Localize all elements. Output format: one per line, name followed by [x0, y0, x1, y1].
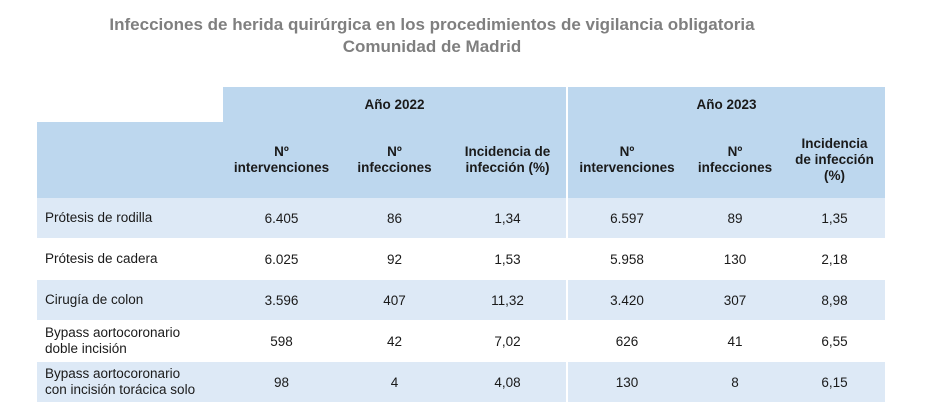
procedure-header [37, 122, 223, 198]
interventions-2023-cell: 5.958 [566, 238, 686, 280]
table-row: Bypass aortocoronario con incisión toráci… [37, 361, 885, 403]
col-header-text: intervenciones [233, 160, 330, 175]
interventions-2022-cell: 598 [223, 320, 340, 362]
table-row: Cirugía de colon 3.596 407 11,32 3.420 307 8,9… [37, 279, 885, 321]
year-2022-header: Año 2022 [223, 87, 567, 122]
procedure-name: Bypass aortocoronario con incisión toráci… [37, 361, 223, 403]
col-incidence-2023: Incidencia de infección (%) [784, 122, 885, 198]
col-header-text: de infección [795, 152, 874, 167]
interventions-2023-cell: 6.597 [566, 198, 686, 239]
procedure-name-line: Cirugía de colon [45, 292, 144, 307]
procedure-name: Prótesis de rodilla [37, 198, 223, 239]
procedure-name: Bypass aortocoronario doble incisión [37, 320, 223, 362]
interventions-2023-cell: 130 [566, 361, 686, 403]
table-body: Prótesis de rodilla 6.405 86 1,34 6.597 89 1,3… [37, 198, 885, 403]
incidence-2022-cell: 7,02 [449, 320, 567, 362]
infections-2022-cell: 86 [340, 198, 449, 239]
incidence-2022-cell: 11,32 [449, 279, 567, 321]
infections-2022-cell: 4 [340, 361, 449, 403]
incidence-2023-cell: 2,18 [784, 238, 885, 280]
col-interventions-2023: Nº intervenciones [566, 122, 686, 198]
col-infections-2023: Nº infecciones [686, 122, 784, 198]
procedure-name-line: doble incisión [45, 341, 127, 356]
col-header-text: Nº [727, 144, 743, 159]
incidence-2023-cell: 6,55 [784, 320, 885, 362]
col-header-text: infecciones [697, 160, 773, 175]
col-header-text: Incidencia [801, 136, 868, 151]
col-header-text: Nº [387, 144, 402, 159]
col-header-text: (%) [824, 168, 845, 183]
procedure-name: Cirugía de colon [37, 279, 223, 321]
col-header-text: Incidencia de [464, 144, 551, 159]
col-header-text: infecciones [357, 160, 432, 175]
procedure-name-line: Bypass aortocoronario [45, 366, 181, 381]
procedure-name-line: Prótesis de cadera [45, 251, 158, 266]
infections-2022-cell: 407 [340, 279, 449, 321]
infections-2023-cell: 307 [686, 279, 784, 321]
incidence-2022-cell: 1,53 [449, 238, 567, 280]
procedure-name-line: con incisión torácica solo [45, 382, 196, 397]
infections-2023-cell: 8 [686, 361, 784, 403]
procedure-name-line: Bypass aortocoronario [45, 325, 181, 340]
interventions-2023-cell: 3.420 [566, 279, 686, 321]
col-header-text: Nº [274, 144, 289, 159]
col-interventions-2022: Nº intervenciones [223, 122, 340, 198]
year-2023-header: Año 2023 [566, 87, 885, 122]
infections-2022-cell: 42 [340, 320, 449, 362]
table-row: Bypass aortocoronario doble incisión 598 42… [37, 320, 885, 362]
col-header-text: infección (%) [465, 160, 550, 175]
incidence-2022-cell: 4,08 [449, 361, 567, 403]
interventions-2022-cell: 98 [223, 361, 340, 403]
col-infections-2022: Nº infecciones [340, 122, 449, 198]
col-incidence-2022: Incidencia de infección (%) [449, 122, 567, 198]
table-row: Prótesis de rodilla 6.405 86 1,34 6.597 89 1,3… [37, 198, 885, 239]
year-header-row: Año 2022 Año 2023 [37, 87, 885, 122]
col-header-text: intervenciones [579, 160, 675, 175]
incidence-2023-cell: 1,35 [784, 198, 885, 239]
infection-table: Año 2022 Año 2023 Nº intervenciones Nº i… [37, 87, 885, 403]
incidence-2023-cell: 6,15 [784, 361, 885, 403]
title-line-1: Infecciones de herida quirúrgica en los … [109, 15, 755, 34]
infections-2023-cell: 41 [686, 320, 784, 362]
interventions-2022-cell: 6.025 [223, 238, 340, 280]
table-row: Prótesis de cadera 6.025 92 1,53 5.958 130 2,1… [37, 238, 885, 280]
infections-2022-cell: 92 [340, 238, 449, 280]
procedure-name-line: Prótesis de rodilla [45, 210, 153, 225]
page-title: Infecciones de herida quirúrgica en los … [0, 14, 864, 58]
corner-cell [37, 87, 223, 122]
interventions-2022-cell: 3.596 [223, 279, 340, 321]
col-header-text: Nº [619, 144, 635, 159]
interventions-2022-cell: 6.405 [223, 198, 340, 239]
infections-2023-cell: 89 [686, 198, 784, 239]
incidence-2023-cell: 8,98 [784, 279, 885, 321]
incidence-2022-cell: 1,34 [449, 198, 567, 239]
procedure-name: Prótesis de cadera [37, 238, 223, 280]
interventions-2023-cell: 626 [566, 320, 686, 362]
column-header-row: Nº intervenciones Nº infecciones Inciden… [37, 122, 885, 198]
title-line-2: Comunidad de Madrid [342, 37, 522, 56]
infections-2023-cell: 130 [686, 238, 784, 280]
